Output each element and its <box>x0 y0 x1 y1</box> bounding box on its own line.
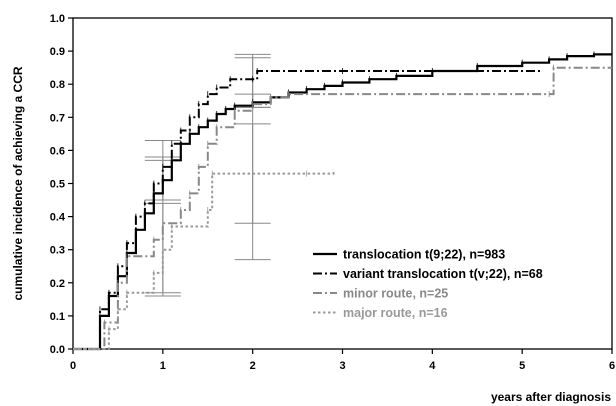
y-tick-label: 0.1 <box>50 311 65 323</box>
x-tick-label: 5 <box>519 360 525 372</box>
series-line-1 <box>73 70 541 350</box>
y-tick-label: 0.8 <box>50 79 65 91</box>
y-tick-label: 0.0 <box>50 344 65 356</box>
series-lines <box>73 51 612 351</box>
y-tick-label: 0.7 <box>50 112 65 124</box>
x-tick-label: 0 <box>70 360 76 372</box>
legend-label-2: minor route, n=25 <box>343 287 448 301</box>
series-line-3 <box>73 171 335 350</box>
y-axis-label: cumulative incidence of achieving a CCR <box>11 66 25 300</box>
legend-label-1: variant translocation t(v;22), n=68 <box>343 267 543 281</box>
x-tick-label: 1 <box>160 360 166 372</box>
axes: 0.0 0.1 0.2 0.3 0.4 0.5 0.6 0.7 0.8 0.9 1.0 0 1 2 3 4 5 6 <box>50 13 615 372</box>
y-tick-label: 0.2 <box>50 278 65 290</box>
y-tick-label: 1.0 <box>50 13 65 25</box>
legend-label-3: major route, n=16 <box>343 306 448 320</box>
x-tick-label: 6 <box>609 360 615 372</box>
x-tick-label: 3 <box>339 360 345 372</box>
series-line-2 <box>73 66 612 350</box>
legend: translocation t(9;22), n=983 variant tran… <box>313 248 543 320</box>
x-tick-label: 4 <box>429 360 436 372</box>
y-tick-label: 0.5 <box>50 179 65 191</box>
x-tick-label: 2 <box>250 360 256 372</box>
y-tick-label: 0.6 <box>50 145 65 157</box>
y-tick-label: 0.9 <box>50 46 65 58</box>
y-tick-label: 0.4 <box>50 212 66 224</box>
y-tick-label: 0.3 <box>50 245 65 257</box>
x-axis-label: years after diagnosis <box>491 390 611 404</box>
legend-label-0: translocation t(9;22), n=983 <box>343 248 505 262</box>
